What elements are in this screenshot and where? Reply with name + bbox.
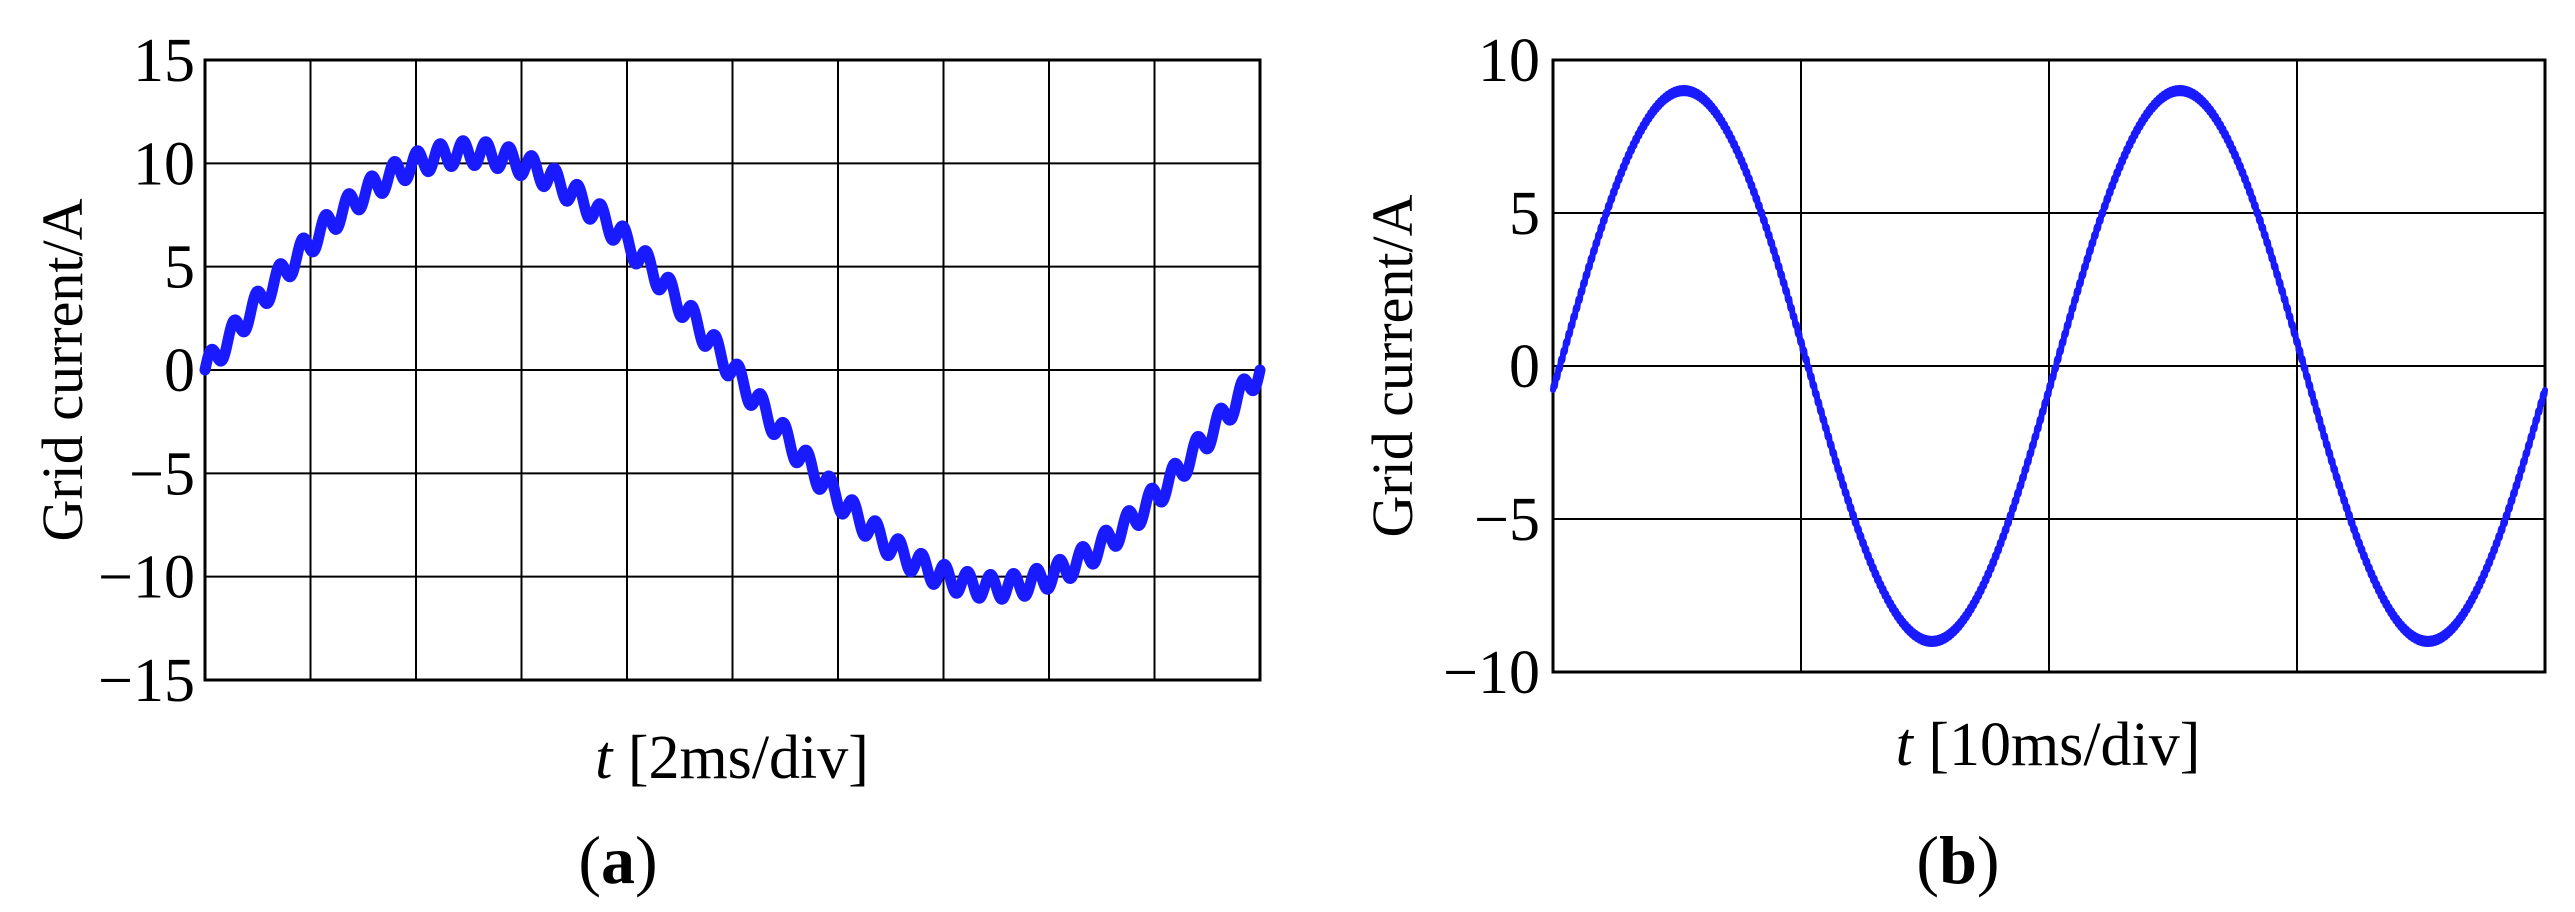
- panel-a: 15 10 5 0 −5 −10 −15 Grid current/A t [2ms/div…: [30, 27, 1266, 898]
- y-tick-label-a-4: −5: [129, 440, 195, 508]
- panel-letter-b: b: [1939, 822, 1977, 898]
- y-tick-label-a-6: −15: [98, 647, 195, 715]
- panel-letter-a: a: [601, 822, 635, 898]
- x-axis-variable-b: t: [1896, 711, 1915, 779]
- y-tick-label-a-2: 5: [164, 234, 195, 302]
- series-line-a: [199, 135, 1266, 605]
- x-axis-label-b: t [10ms/div]: [1896, 711, 2201, 779]
- y-tick-label-b-0: 10: [1478, 27, 1540, 95]
- y-tick-label-a-1: 10: [133, 130, 195, 198]
- y-tick-label-b-1: 5: [1509, 180, 1540, 248]
- y-tick-label-b-4: −10: [1443, 639, 1540, 707]
- y-tick-label-b-2: 0: [1509, 333, 1540, 401]
- y-axis-label-a: Grid current/A: [30, 198, 95, 541]
- tick-labels-a: 15 10 5 0 −5 −10 −15: [98, 27, 195, 715]
- y-tick-label-b-3: −5: [1474, 486, 1540, 554]
- y-tick-label-a-0: 15: [133, 27, 195, 95]
- x-axis-unit-b: [10ms/div]: [1913, 711, 2201, 779]
- series-line-b: [1550, 84, 2548, 648]
- grid-b: [1553, 60, 2545, 672]
- y-tick-label-a-3: 0: [164, 337, 195, 405]
- plot-frame-b: [1551, 58, 2547, 674]
- x-axis-unit-a: [2ms/div]: [612, 724, 869, 792]
- tick-labels-b: 10 5 0 −5 −10: [1443, 27, 1540, 707]
- y-tick-label-a-5: −10: [98, 544, 195, 612]
- panel-b: 10 5 0 −5 −10 Grid current/A t [10ms/div] (b…: [1360, 27, 2548, 898]
- x-axis-label-a: t [2ms/div]: [595, 724, 869, 792]
- y-axis-label-b: Grid current/A: [1360, 194, 1425, 537]
- panel-label-a: (a): [578, 822, 657, 898]
- x-axis-variable-a: t: [595, 724, 614, 792]
- panel-label-b: (b): [1916, 822, 1999, 898]
